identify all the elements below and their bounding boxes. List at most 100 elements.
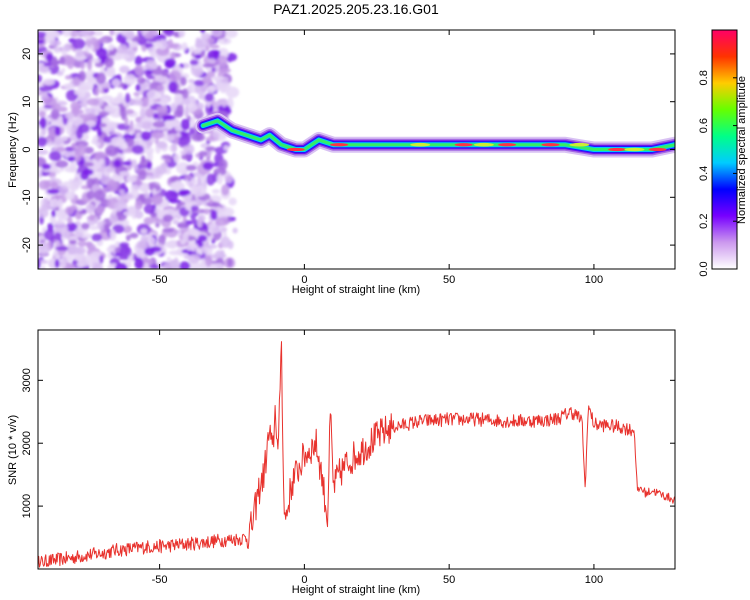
- noise-blob: [173, 93, 183, 105]
- noise-blob: [85, 120, 97, 128]
- noise-blob: [38, 74, 43, 84]
- noise-blob: [41, 163, 51, 170]
- noise-blob: [114, 241, 121, 248]
- colorbar-tick-label: 0.0: [698, 261, 710, 276]
- noise-blob: [38, 179, 51, 190]
- noise-blob: [103, 136, 112, 144]
- noise-blob: [152, 112, 159, 120]
- noise-blob: [218, 104, 231, 113]
- spectrogram-x-tick-label: -50: [152, 274, 168, 286]
- noise-blob: [182, 231, 189, 242]
- noise-blob: [73, 55, 88, 60]
- noise-blob: [135, 248, 144, 258]
- noise-blob: [111, 78, 121, 87]
- noise-blob: [190, 177, 197, 185]
- colorbar-ticks: 0.0 0.2 0.4 0.6 0.8: [698, 70, 737, 277]
- noise-blob: [191, 133, 206, 142]
- noise-blob: [206, 71, 216, 79]
- snr-panel: -50 0 50 100 1000 2000 3000 Height of straigh…: [7, 329, 676, 596]
- noise-blob: [167, 39, 174, 49]
- noise-blob: [145, 146, 154, 155]
- noise-blob: [38, 243, 50, 255]
- noise-blob: [105, 68, 116, 78]
- noise-blob: [78, 123, 90, 134]
- noise-blob: [202, 247, 213, 255]
- noise-blob: [227, 54, 233, 63]
- noise-blob: [79, 160, 84, 166]
- noise-blob: [140, 235, 149, 242]
- noise-blob: [80, 233, 93, 239]
- noise-blob: [38, 85, 53, 92]
- noise-blob: [151, 68, 165, 76]
- noise-blob: [211, 67, 216, 73]
- noise-blob: [143, 262, 150, 269]
- noise-blob: [41, 127, 47, 136]
- noise-blob: [222, 231, 227, 237]
- noise-blob: [125, 175, 137, 183]
- noise-blob: [172, 219, 179, 225]
- noise-blob: [181, 88, 189, 101]
- figure-title: PAZ1.2025.205.23.16.G01: [273, 1, 439, 17]
- noise-blob: [164, 58, 176, 69]
- noise-blob: [61, 67, 66, 73]
- noise-blob: [49, 40, 62, 47]
- spectrogram-y-label: Frequency (Hz): [7, 112, 19, 188]
- noise-blob: [125, 92, 131, 104]
- noise-blob: [131, 99, 144, 106]
- noise-blob: [38, 208, 49, 218]
- spectrogram-x-axis: -50 0 50 100: [152, 30, 603, 286]
- noise-blobs: [38, 30, 240, 269]
- noise-blob: [197, 234, 208, 242]
- noise-blob: [170, 181, 182, 191]
- noise-blob: [176, 230, 182, 237]
- noise-blob: [173, 136, 179, 145]
- noise-blob: [81, 30, 92, 35]
- noise-blob: [54, 126, 61, 136]
- noise-blob: [61, 232, 71, 238]
- noise-blob: [41, 92, 48, 97]
- noise-blob: [51, 102, 61, 110]
- noise-blob: [43, 229, 57, 241]
- noise-blob: [224, 174, 233, 184]
- noise-blob: [123, 74, 137, 86]
- noise-blob: [116, 53, 130, 60]
- noise-blob: [71, 116, 84, 127]
- noise-blob: [38, 136, 48, 147]
- noise-blob: [205, 146, 216, 152]
- noise-blob: [148, 30, 159, 36]
- noise-blob: [157, 39, 168, 50]
- snr-y-axis: 1000 2000 3000: [21, 368, 675, 518]
- noise-blob: [59, 167, 64, 172]
- noise-blob: [134, 64, 144, 76]
- noise-blob: [83, 107, 92, 113]
- noise-blob: [204, 92, 214, 102]
- noise-blob: [152, 121, 166, 128]
- noise-blob: [144, 191, 150, 199]
- noise-blob: [49, 260, 55, 269]
- noise-blob: [108, 43, 115, 51]
- noise-blob: [185, 164, 197, 171]
- noise-blob: [143, 216, 154, 225]
- noise-blob: [54, 146, 66, 152]
- noise-blob: [161, 115, 176, 121]
- noise-blob: [38, 170, 43, 175]
- noise-blob: [155, 76, 169, 83]
- noise-blob: [38, 39, 45, 44]
- noise-blob: [105, 145, 119, 157]
- spectrogram-y-tick-label: 20: [21, 48, 33, 60]
- noise-blob: [202, 161, 214, 171]
- noise-blob: [50, 181, 59, 190]
- noise-blob: [175, 104, 184, 117]
- noise-blob: [87, 59, 93, 71]
- noise-blob: [97, 51, 104, 57]
- snr-x-label: Height of straight line (km): [292, 584, 420, 596]
- noise-blob: [86, 177, 95, 188]
- noise-blob: [140, 228, 148, 235]
- noise-blob: [190, 205, 199, 212]
- colorbar-tick-label: 0.8: [698, 70, 710, 85]
- noise-blob: [180, 76, 187, 86]
- noise-blob: [40, 117, 46, 127]
- ridge-mid: [624, 147, 645, 152]
- colorbar-tick-label: 0.6: [698, 118, 710, 133]
- noise-blob: [89, 225, 100, 230]
